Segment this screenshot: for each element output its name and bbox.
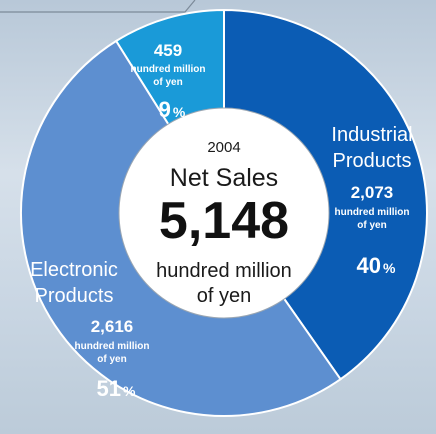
industrial-percent: 40%	[357, 253, 396, 278]
other-unit-line1: hundred million	[131, 64, 206, 75]
callout-frame-line	[0, 0, 196, 13]
industrial-value: 2,073	[351, 183, 394, 202]
other-unit-line2: of yen	[153, 77, 182, 88]
electronic-percent: 51%	[97, 376, 136, 401]
industrial-unit-line1: hundred million	[335, 207, 410, 218]
center-unit-line2: of yen	[197, 285, 251, 307]
center-year: 2004	[207, 139, 240, 156]
other-value: 459	[154, 41, 182, 60]
electronic-name-line2: Products	[35, 285, 114, 307]
center-disc	[118, 107, 330, 319]
slice-label-electronic: Electronic Products 2,616 hundred millio…	[30, 259, 149, 401]
electronic-value: 2,616	[91, 317, 134, 336]
slice-label-industrial: Industrial Products 2,073 hundred millio…	[331, 124, 412, 278]
electronic-unit-line1: hundred million	[75, 341, 150, 352]
center-title: Net Sales	[170, 164, 278, 192]
electronic-unit-line2: of yen	[97, 354, 126, 365]
center-unit-line1: hundred million	[156, 260, 292, 282]
slice-label-other: 459 hundred million of yen 9%	[131, 41, 206, 122]
industrial-name-line2: Products	[333, 150, 412, 172]
other-percent: 9%	[159, 97, 186, 122]
industrial-name-line1: Industrial	[331, 124, 412, 146]
electronic-name-line1: Electronic	[30, 259, 118, 281]
industrial-unit-line2: of yen	[357, 220, 386, 231]
center-total: 5,148	[159, 192, 289, 250]
